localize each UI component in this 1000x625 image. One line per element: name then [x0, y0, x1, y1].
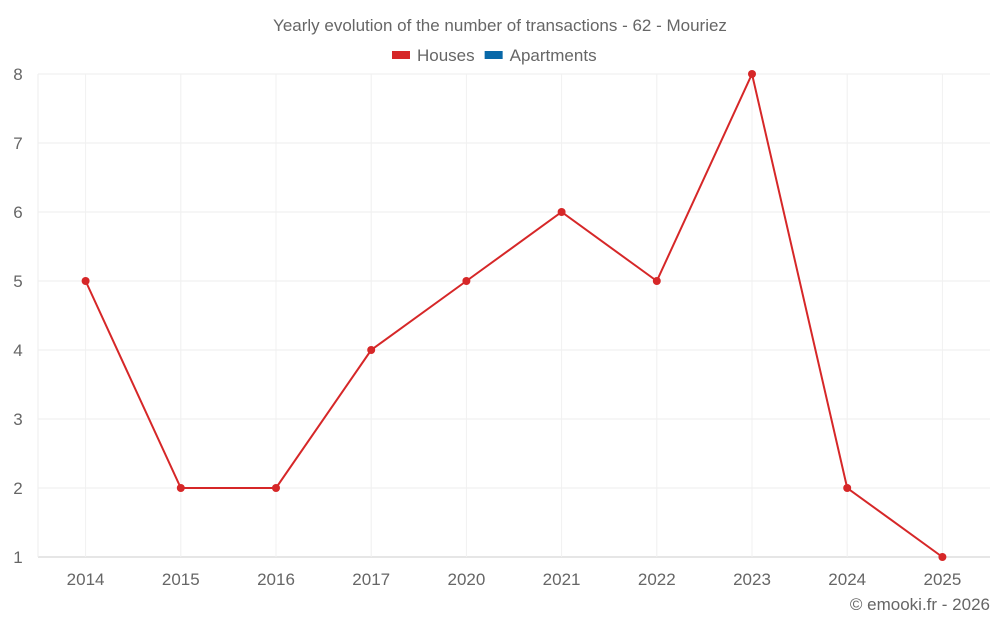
x-tick-label: 2025	[923, 570, 961, 589]
legend: Houses Apartments	[392, 46, 597, 65]
y-tick-label: 2	[13, 479, 22, 498]
y-tick-label: 7	[13, 134, 22, 153]
data-point[interactable]	[843, 484, 852, 492]
legend-swatch-houses[interactable]	[392, 51, 410, 59]
x-tick-label: 2023	[733, 570, 771, 589]
data-point[interactable]	[462, 277, 471, 285]
legend-label-apartments[interactable]: Apartments	[510, 46, 597, 65]
y-tick-label: 4	[13, 341, 22, 360]
data-point[interactable]	[176, 484, 185, 492]
y-tick-label: 8	[13, 65, 22, 84]
data-point[interactable]	[81, 277, 90, 285]
legend-swatch-apartments[interactable]	[484, 51, 503, 59]
legend-label-houses[interactable]: Houses	[417, 46, 475, 65]
credit-text: © emooki.fr - 2026	[850, 595, 990, 614]
x-tick-label: 2022	[638, 570, 676, 589]
y-tick-label: 5	[13, 272, 22, 291]
x-tick-label: 2021	[543, 570, 581, 589]
x-tick-label: 2017	[352, 570, 390, 589]
y-tick-label: 3	[13, 410, 22, 429]
x-tick-label: 2020	[447, 570, 485, 589]
axes: 1 2 3 4 5 6 7 8 2014 2015 2016 2017 2020 2021 2022 2023…	[13, 65, 961, 589]
series-line-houses	[84, 70, 943, 558]
data-point[interactable]	[272, 484, 280, 492]
x-tick-label: 2016	[257, 570, 295, 589]
chart-title: Yearly evolution of the number of transa…	[273, 16, 727, 35]
y-tick-label: 6	[13, 203, 22, 222]
grid	[37, 73, 990, 558]
data-point[interactable]	[652, 277, 661, 285]
x-tick-label: 2015	[162, 570, 200, 589]
y-tick-label: 1	[13, 548, 22, 567]
x-tick-label: 2014	[67, 570, 105, 589]
x-tick-label: 2024	[828, 570, 866, 589]
data-point[interactable]	[557, 208, 566, 216]
data-point[interactable]	[938, 553, 947, 561]
series	[81, 70, 947, 561]
data-point[interactable]	[367, 346, 376, 354]
data-point[interactable]	[748, 70, 756, 78]
